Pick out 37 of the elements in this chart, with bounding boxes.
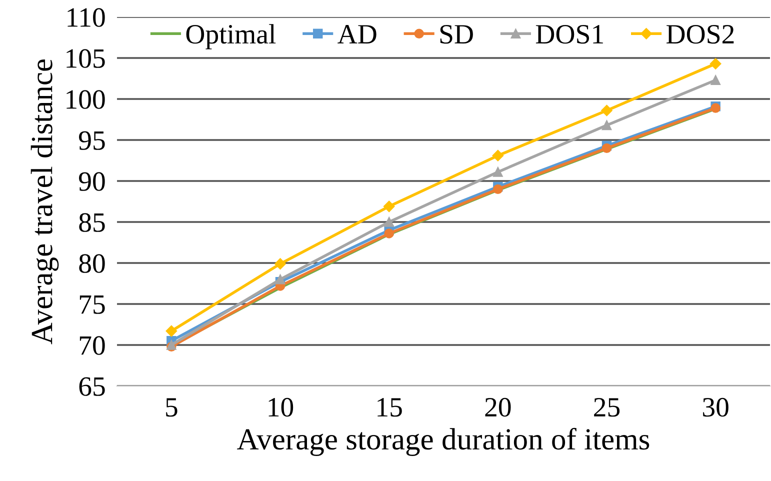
legend-label: DOS1 <box>536 24 603 44</box>
point <box>601 104 612 116</box>
point <box>274 258 286 270</box>
x-tick-label: 5 <box>166 398 178 417</box>
point <box>493 167 503 177</box>
point <box>602 143 612 154</box>
legend-label: DOS2 <box>666 24 734 44</box>
y-tick-label: 85 <box>79 213 105 232</box>
y-tick-label: 80 <box>79 254 105 273</box>
y-tick-label: 110 <box>68 8 105 27</box>
y-tick-label: 75 <box>80 295 105 314</box>
legend-label: AD <box>338 25 376 44</box>
point <box>710 75 720 85</box>
x-axis-title: Average storage duration of items <box>237 428 650 456</box>
point <box>383 200 395 212</box>
x-tick-label: 30 <box>703 398 728 417</box>
y-tick-label: 65 <box>79 377 105 396</box>
y-tick-label: 70 <box>80 336 105 355</box>
point <box>384 217 394 227</box>
y-tick-label: 90 <box>79 172 105 191</box>
x-tick-label: 20 <box>485 398 511 417</box>
legend-label: SD <box>440 24 473 44</box>
point <box>492 150 504 162</box>
y-axis-title: Average travel distance <box>30 59 59 344</box>
x-tick-label: 25 <box>594 398 620 417</box>
point <box>384 228 394 238</box>
point <box>710 58 722 70</box>
y-tick-label: 95 <box>79 131 105 150</box>
legend-label: Optimal <box>186 24 276 50</box>
x-tick-label: 10 <box>268 398 294 417</box>
point <box>275 274 286 284</box>
x-tick-label: 15 <box>378 398 402 417</box>
point <box>493 184 503 194</box>
y-tick-label: 100 <box>66 90 105 109</box>
y-tick-label: 105 <box>66 49 105 68</box>
point <box>166 325 178 337</box>
point <box>602 120 612 130</box>
